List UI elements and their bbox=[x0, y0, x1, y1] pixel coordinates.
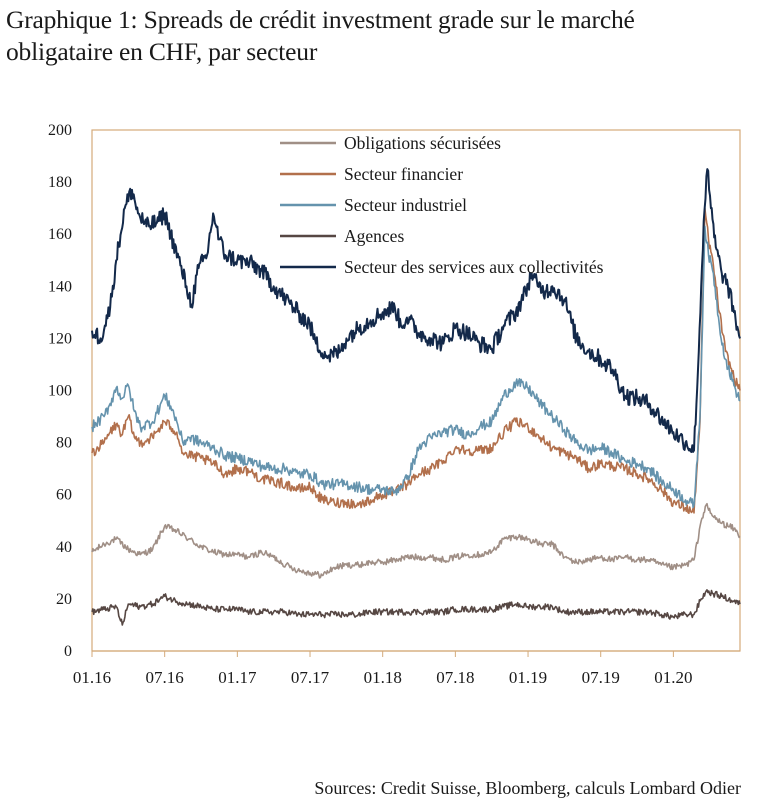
x-tick-label: 07.18 bbox=[436, 668, 474, 687]
chart-title: Graphique 1: Spreads de crédit investmen… bbox=[6, 4, 766, 68]
y-tick-label: 120 bbox=[48, 330, 72, 347]
x-tick-label: 01.18 bbox=[364, 668, 402, 687]
source-note: Sources: Credit Suisse, Bloomberg, calcu… bbox=[314, 778, 741, 798]
series-line bbox=[91, 502, 741, 579]
legend-label: Obligations sécurisées bbox=[344, 133, 501, 153]
legend-label: Secteur des services aux collectivités bbox=[344, 257, 604, 277]
x-tick-label: 01.19 bbox=[509, 668, 547, 687]
legend: Obligations sécurisées Secteur financier S… bbox=[280, 133, 604, 277]
y-tick-label: 80 bbox=[56, 435, 72, 452]
series-line bbox=[91, 225, 741, 509]
legend-label: Secteur financier bbox=[344, 164, 463, 184]
series-line bbox=[91, 589, 741, 626]
x-tick-label: 01.20 bbox=[654, 668, 692, 687]
y-tick-label: 200 bbox=[48, 122, 72, 139]
x-tick-label: 07.16 bbox=[146, 668, 184, 687]
y-tick-label: 140 bbox=[48, 278, 72, 295]
series-line bbox=[91, 168, 741, 453]
y-tick-label: 160 bbox=[48, 226, 72, 243]
y-axis: 0 20 40 60 80 100 120 140 160 180 200 bbox=[48, 122, 72, 660]
chart-title-line-1: Graphique 1: Spreads de crédit investmen… bbox=[6, 5, 635, 34]
x-axis: 01.16 07.16 01.17 07.17 01.18 07.18 01.19 07.19… bbox=[73, 650, 740, 687]
y-tick-label: 40 bbox=[56, 539, 72, 556]
x-tick-label: 07.17 bbox=[291, 668, 330, 687]
y-tick-label: 60 bbox=[56, 487, 72, 504]
x-tick-label: 07.19 bbox=[582, 668, 620, 687]
x-tick-label: 01.16 bbox=[73, 668, 111, 687]
y-tick-label: 20 bbox=[56, 591, 72, 608]
y-tick-label: 0 bbox=[64, 643, 72, 660]
chart-title-line-2: obligataire en CHF, par secteur bbox=[6, 37, 318, 66]
legend-label: Secteur industriel bbox=[344, 195, 467, 215]
series-line bbox=[91, 207, 741, 514]
legend-label: Agences bbox=[344, 226, 404, 246]
y-tick-label: 100 bbox=[48, 383, 72, 400]
x-tick-label: 01.17 bbox=[218, 668, 257, 687]
series-lines bbox=[91, 168, 741, 626]
y-tick-label: 180 bbox=[48, 174, 72, 191]
